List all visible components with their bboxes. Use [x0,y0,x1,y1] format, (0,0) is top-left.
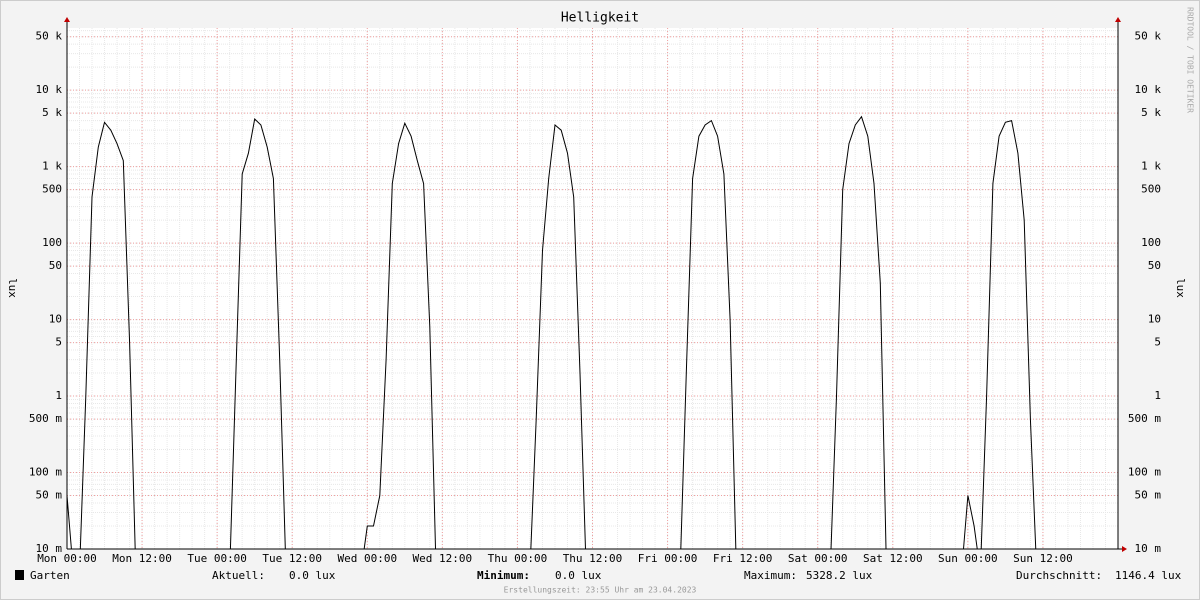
x-tick-label: Mon 00:00 [37,552,97,565]
stat-value: 0.0 lux [555,569,602,582]
x-tick-label: Sun 00:00 [938,552,998,565]
data-line [67,115,1037,549]
y-axis-label: lux [6,278,19,298]
stat-label: Minimum: [477,569,530,582]
y-tick-label-right: 5 k [1141,106,1161,119]
y-axis-label-right: lux [1174,278,1187,298]
x-tick-label: Wed 00:00 [337,552,397,565]
y-tick-label: 5 [55,336,62,349]
y-tick-label-right: 5 [1154,336,1161,349]
y-tick-label-right: 100 [1141,236,1161,249]
y-tick-label: 50 k [36,30,63,43]
y-tick-label: 10 [49,313,62,326]
x-tick-label: Tue 00:00 [187,552,247,565]
x-tick-label: Tue 12:00 [262,552,322,565]
y-tick-label-right: 100 m [1128,466,1161,479]
x-tick-label: Sat 12:00 [863,552,923,565]
stat-value: 5328.2 lux [806,569,873,582]
x-tick-label: Sun 12:00 [1013,552,1073,565]
axis-arrow [1122,546,1127,552]
x-tick-label: Mon 12:00 [112,552,172,565]
axis-arrow [64,17,70,22]
y-tick-label-right: 1 k [1141,160,1161,173]
stat-value: 1146.4 lux [1115,569,1182,582]
y-tick-label-right: 10 m [1135,542,1162,555]
y-tick-label: 5 k [42,106,62,119]
y-tick-label: 50 [49,259,62,272]
axis-arrow [1115,17,1121,22]
y-tick-label: 50 m [36,489,63,502]
x-tick-label: Fri 12:00 [713,552,773,565]
x-tick-label: Thu 12:00 [563,552,623,565]
y-tick-label-right: 1 [1154,389,1161,402]
chart-title: Helligkeit [561,11,639,26]
stat-label: Aktuell: [212,569,265,582]
y-tick-label-right: 50 m [1135,489,1162,502]
x-tick-label: Fri 00:00 [638,552,698,565]
legend-label: Garten [30,569,70,582]
stat-label: Maximum: [744,569,797,582]
footer: Erstellungszeit: 23:55 Uhr am 23.04.2023 [504,586,697,595]
x-tick-label: Sat 00:00 [788,552,848,565]
y-tick-label-right: 10 [1148,313,1161,326]
y-tick-label-right: 500 m [1128,412,1161,425]
y-tick-label-right: 50 k [1135,30,1162,43]
y-tick-label-right: 10 k [1135,83,1162,96]
y-tick-label-right: 500 [1141,183,1161,196]
x-tick-label: Thu 00:00 [488,552,548,565]
stat-value: 0.0 lux [289,569,336,582]
y-tick-label: 10 k [36,83,63,96]
y-tick-label: 10 m [36,542,63,555]
stat-label: Durchschnitt: [1016,569,1102,582]
y-tick-label: 100 [42,236,62,249]
y-tick-label: 100 m [29,466,62,479]
y-tick-label: 500 m [29,412,62,425]
y-tick-label: 500 [42,183,62,196]
y-tick-label-right: 50 [1148,259,1161,272]
x-tick-label: Wed 12:00 [413,552,473,565]
y-tick-label: 1 k [42,160,62,173]
side-text: RRDTOOL / TOBI OETIKER [1186,7,1195,113]
y-tick-label: 1 [55,389,62,402]
legend-swatch [15,570,24,580]
